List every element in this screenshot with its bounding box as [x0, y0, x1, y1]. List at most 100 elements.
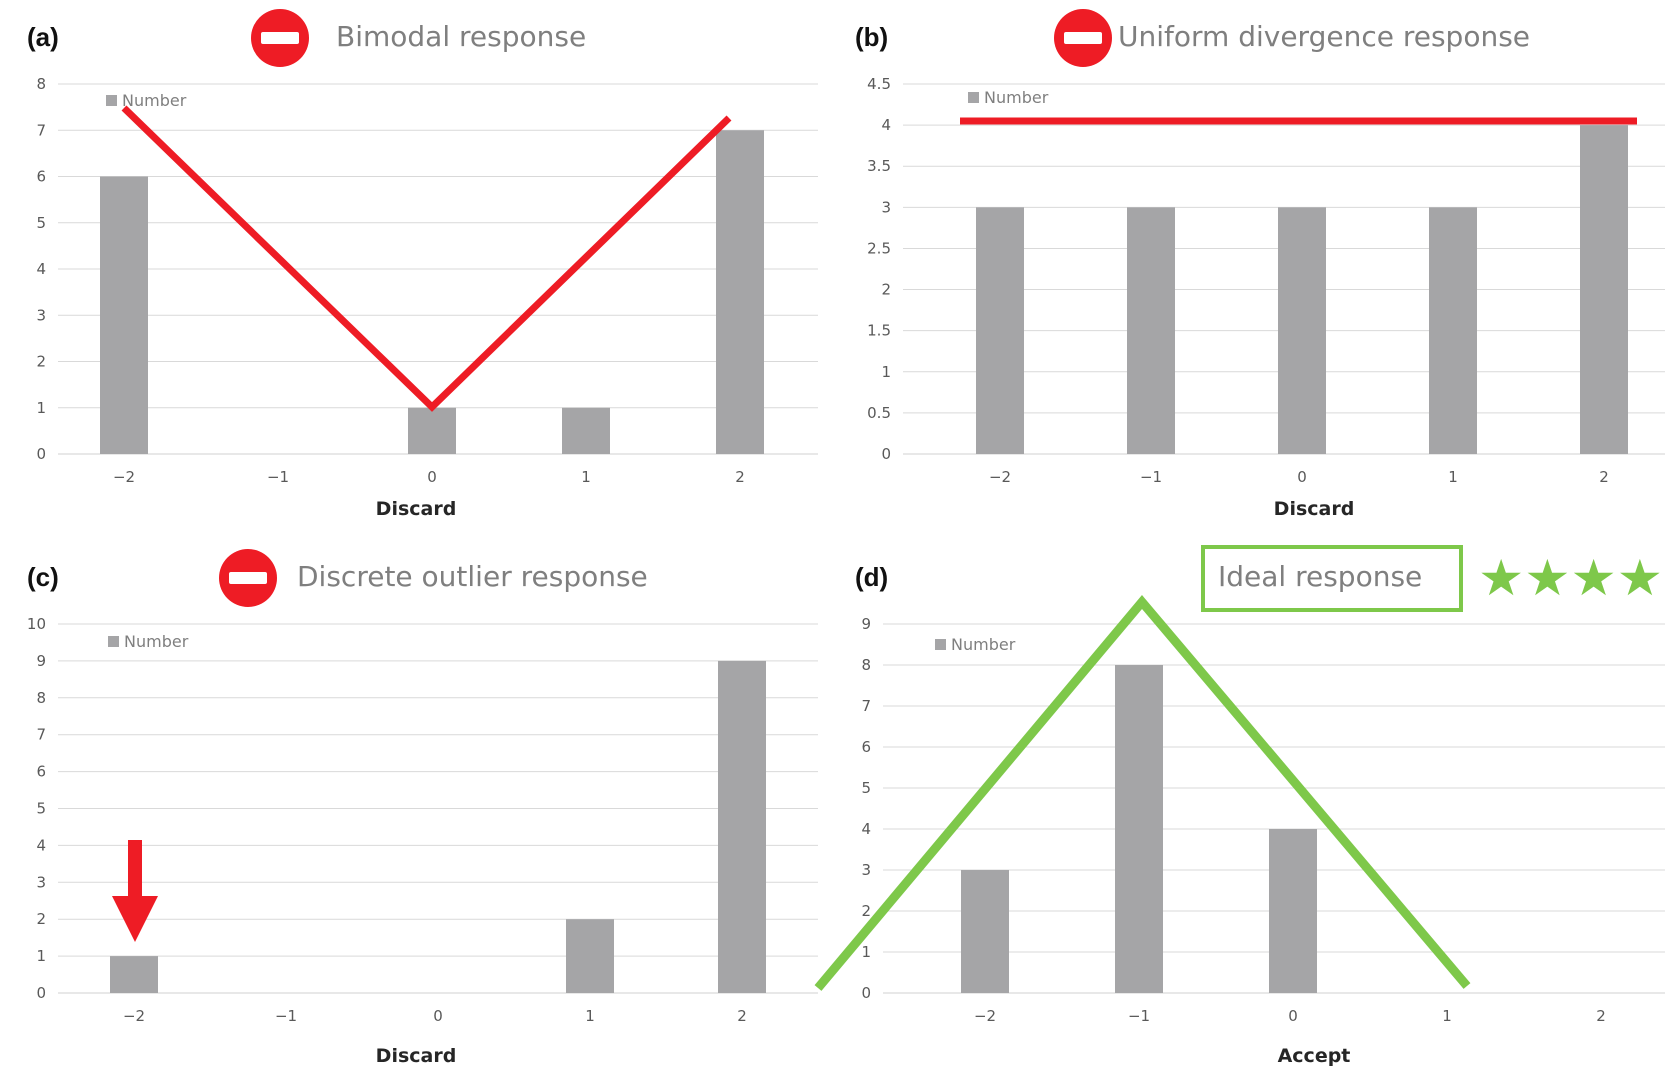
bar [718, 660, 766, 993]
down-arrow-shaft [128, 840, 142, 898]
y-tick-label: 6 [36, 168, 46, 186]
y-tick-label: 5 [36, 214, 46, 232]
chart-panel-1: (a) 0 1 2 3 4 5 6 7 8 −2 −1 0 1 2 Discard Number Bimodal … [27, 9, 818, 520]
star-rating: ★★★★ [1478, 549, 1663, 607]
x-axis-label: Discard [376, 1045, 457, 1067]
y-tick-label: 4 [36, 260, 46, 278]
legend-swatch [106, 95, 117, 106]
y-tick-label: 2 [36, 910, 46, 928]
y-tick-label: 9 [861, 615, 871, 633]
legend: Number [108, 632, 189, 651]
bar [1269, 829, 1317, 993]
y-tick-label: 0 [861, 984, 871, 1002]
legend: Number [935, 635, 1016, 654]
chart-panel-3: (c) 0 1 2 3 4 5 6 7 8 9 10 −2 −1 0 1 2 Discard Number Discr… [27, 549, 818, 1067]
y-tick-label: 0 [881, 445, 891, 463]
y-tick-label: 5 [861, 779, 871, 797]
panel-label: (b) [855, 22, 888, 52]
x-tick-label: −2 [113, 468, 135, 486]
y-tick-label: 1 [36, 947, 46, 965]
bar [961, 870, 1009, 993]
y-tick-label: 8 [36, 689, 46, 707]
y-tick-label: 5 [36, 800, 46, 818]
y-tick-label: 3 [36, 873, 46, 891]
x-tick-label: 0 [1288, 1007, 1298, 1025]
chart-panel-4: (d) 0 1 2 3 4 5 6 7 8 9 −2 −1 0 1 2 Accept Number Ideal re… [814, 545, 1665, 1067]
no-entry-icon-bar [261, 32, 299, 44]
chart-title: Discrete outlier response [297, 560, 648, 593]
x-tick-label: 1 [1442, 1007, 1452, 1025]
x-tick-label: 2 [1596, 1007, 1606, 1025]
y-tick-label: 1.5 [867, 322, 891, 340]
y-tick-label: 4.5 [867, 75, 891, 93]
x-tick-label: −2 [974, 1007, 996, 1025]
x-tick-label: 2 [735, 468, 745, 486]
bar [716, 130, 764, 454]
x-tick-label: 0 [427, 468, 437, 486]
chart-title: Bimodal response [336, 20, 586, 53]
x-tick-label: 2 [737, 1007, 747, 1025]
y-tick-label: 1 [36, 399, 46, 417]
y-tick-label: 3 [861, 861, 871, 879]
bar [100, 176, 148, 454]
panel-label: (d) [855, 562, 888, 592]
y-tick-label: 1 [861, 943, 871, 961]
down-arrow-icon [112, 840, 158, 942]
bar [1278, 207, 1326, 454]
y-tick-label: 2 [36, 353, 46, 371]
bar [1127, 207, 1175, 454]
y-tick-label: 3.5 [867, 157, 891, 175]
x-tick-label: 0 [1297, 468, 1307, 486]
bar [408, 407, 456, 454]
y-tick-label: 3 [36, 306, 46, 324]
x-tick-label: −1 [1128, 1007, 1150, 1025]
y-tick-label: 2.5 [867, 239, 891, 257]
x-tick-label: 2 [1599, 468, 1609, 486]
y-tick-label: 4 [881, 116, 891, 134]
legend-label: Number [951, 635, 1016, 654]
x-axis-label: Accept [1278, 1045, 1351, 1067]
legend-label: Number [984, 88, 1049, 107]
chart-panel-2: (b) 0 0.5 1 1.5 2 2.5 3 3.5 4 4.5 −2 −1 0 1 2 Discard Num… [855, 9, 1665, 520]
y-tick-label: 7 [36, 121, 46, 139]
y-tick-label: 0 [36, 984, 46, 1002]
no-entry-icon [1054, 9, 1112, 67]
y-tick-label: 3 [881, 198, 891, 216]
bar [562, 407, 610, 454]
bar [566, 919, 614, 993]
x-tick-label: 0 [433, 1007, 443, 1025]
no-entry-icon [219, 549, 277, 607]
legend: Number [106, 91, 187, 110]
panel-label: (a) [27, 22, 59, 52]
title-box [1201, 545, 1463, 612]
y-tick-label: 4 [36, 836, 46, 854]
y-tick-label: 9 [36, 652, 46, 670]
y-tick-label: 4 [861, 820, 871, 838]
y-tick-label: 7 [36, 726, 46, 744]
legend-swatch [108, 636, 119, 647]
x-tick-label: 1 [1448, 468, 1458, 486]
v-shape-overlay [121, 105, 732, 412]
bar [976, 207, 1024, 454]
chart-title: Uniform divergence response [1118, 20, 1530, 53]
down-arrow-head [112, 896, 158, 942]
x-tick-label: −2 [989, 468, 1011, 486]
y-tick-label: 2 [861, 902, 871, 920]
inverted-v-overlay [814, 595, 1471, 991]
bar [1115, 665, 1163, 993]
x-tick-label: −2 [123, 1007, 145, 1025]
x-tick-label: −1 [275, 1007, 297, 1025]
x-tick-label: 1 [581, 468, 591, 486]
x-axis-label: Discard [376, 498, 457, 520]
legend-label: Number [122, 91, 187, 110]
x-tick-label: −1 [1140, 468, 1162, 486]
no-entry-icon-bar [229, 572, 267, 584]
y-tick-label: 10 [27, 615, 46, 633]
bar [1580, 125, 1628, 454]
no-entry-icon [251, 9, 309, 67]
bar [1429, 207, 1477, 454]
y-tick-label: 7 [861, 697, 871, 715]
legend-swatch [935, 639, 946, 650]
legend-label: Number [124, 632, 189, 651]
